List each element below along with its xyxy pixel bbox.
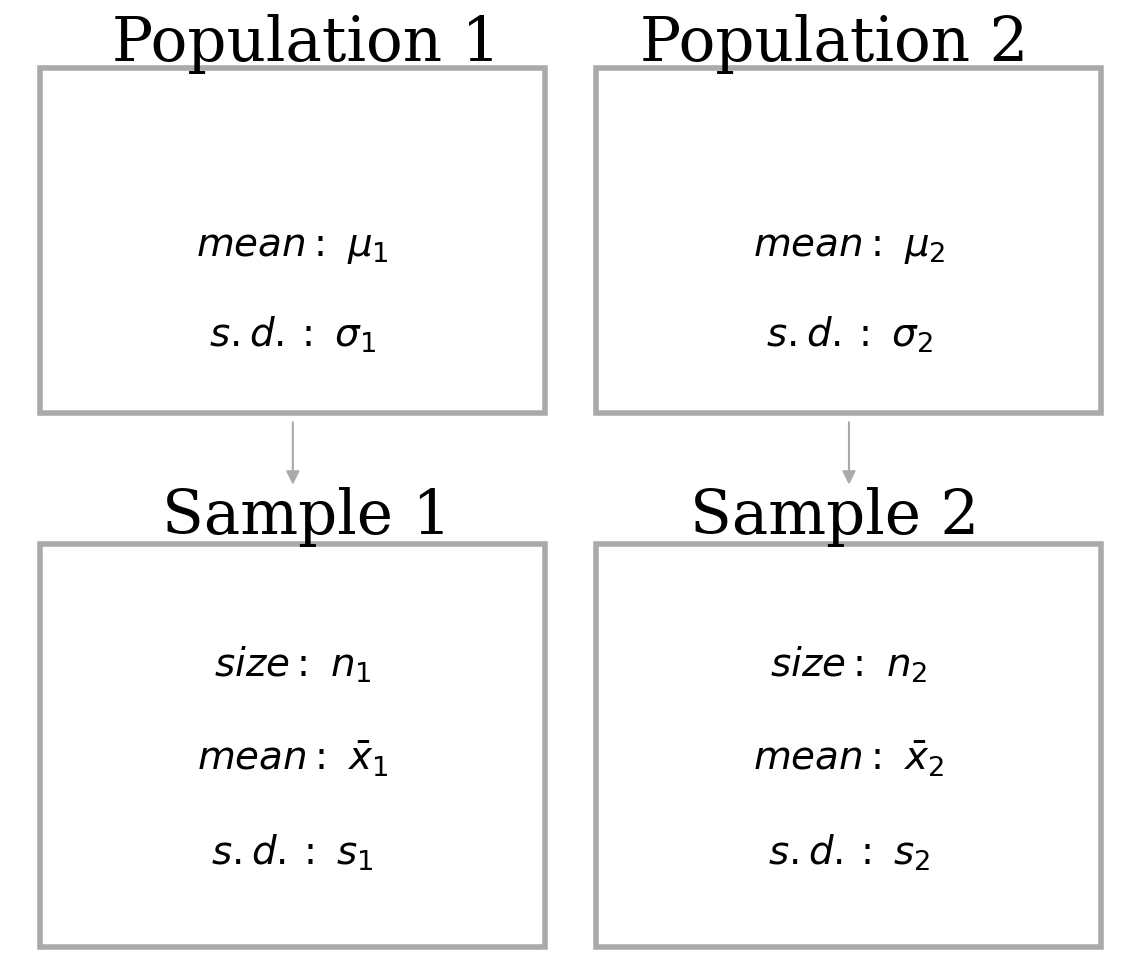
Text: $\mathit{mean}\mathrm{:}\ \bar{x}_1$: $\mathit{mean}\mathrm{:}\ \bar{x}_1$ (197, 740, 388, 779)
Text: $\mathit{s.d.}\mathrm{:}\ \sigma_1$: $\mathit{s.d.}\mathrm{:}\ \sigma_1$ (209, 315, 377, 355)
FancyBboxPatch shape (596, 544, 1101, 947)
Text: Sample 1: Sample 1 (162, 486, 451, 547)
Text: $\mathit{mean}\mathrm{:}\ \bar{x}_2$: $\mathit{mean}\mathrm{:}\ \bar{x}_2$ (754, 740, 944, 779)
FancyBboxPatch shape (40, 544, 545, 947)
Text: $\mathit{size}\mathrm{:}\ n_1$: $\mathit{size}\mathrm{:}\ n_1$ (215, 645, 371, 686)
FancyBboxPatch shape (40, 68, 545, 413)
FancyBboxPatch shape (596, 68, 1101, 413)
Text: $\mathit{s.d.}\mathrm{:}\ s_2$: $\mathit{s.d.}\mathrm{:}\ s_2$ (767, 832, 931, 873)
Text: $\mathit{s.d.}\mathrm{:}\ \sigma_2$: $\mathit{s.d.}\mathrm{:}\ \sigma_2$ (765, 315, 933, 355)
Text: $\mathit{s.d.}\mathrm{:}\ s_1$: $\mathit{s.d.}\mathrm{:}\ s_1$ (211, 832, 375, 873)
Text: $\mathit{size}\mathrm{:}\ n_2$: $\mathit{size}\mathrm{:}\ n_2$ (771, 645, 927, 686)
Text: $\mathit{mean}\mathrm{:}\ \mu_2$: $\mathit{mean}\mathrm{:}\ \mu_2$ (753, 229, 945, 266)
Text: Sample 2: Sample 2 (690, 486, 978, 547)
Text: Population 2: Population 2 (640, 14, 1028, 74)
Text: $\mathit{mean}\mathrm{:}\ \mu_1$: $\mathit{mean}\mathrm{:}\ \mu_1$ (196, 229, 389, 266)
Text: Population 1: Population 1 (112, 14, 501, 74)
